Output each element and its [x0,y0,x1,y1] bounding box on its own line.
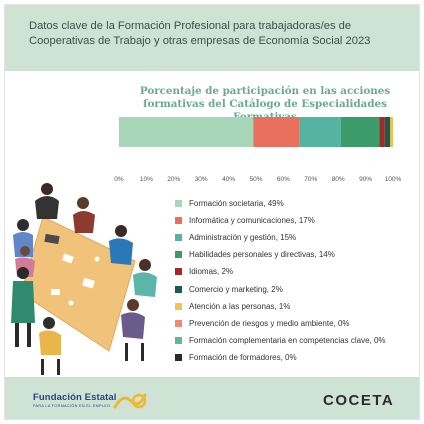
people-image [11,183,157,375]
x-axis-ticks: 0% 10% 20% 30% 40% 50% 60% 70% 80% 90% 100% [114,176,401,183]
x-tick-label: 30% [195,176,208,183]
legend-swatch [175,251,182,259]
legend-label: Habilidades personales y directivas, 14% [189,250,335,260]
bar-segment-0 [119,117,254,147]
footer-band: Fundación Estatal PARA LA FORMACIÓN EN E… [5,377,419,419]
x-tick-label: 50% [249,176,262,183]
x-tick-label: 10% [140,176,153,183]
bar-segment-2 [299,117,341,147]
legend-label: Prevención de riesgos y medio ambiente, … [189,318,350,328]
legend-label: Administración y gestión, 15% [189,232,297,242]
legend-item: Informática y comunicaciones, 17% [175,214,315,226]
legend-label: Formación de formadores, 0% [189,353,297,363]
x-tick-label: 40% [222,176,235,183]
legend-swatch [175,337,182,345]
fundae-name: Fundación Estatal [33,392,117,403]
legend-item: Prevención de riesgos y medio ambiente, … [175,317,350,329]
legend-swatch [175,268,182,276]
bar-group [119,117,393,147]
legend-swatch [175,302,182,310]
legend-item: Administración y gestión, 15% [175,231,296,243]
x-tick-label: 60% [277,176,290,183]
legend-swatch [175,285,182,293]
bar-segment-6 [390,117,393,147]
legend-swatch [175,199,182,207]
x-tick-label: 100% [385,176,402,183]
header-band: Datos clave de la Formación Profesional … [5,5,419,71]
legend-item: Comercio y marketing, 2% [175,283,283,295]
legend-swatch [175,319,182,327]
legend-label: Formación societaria, 49% [189,198,284,208]
legend-item: Formación complementaria en competencias… [175,335,386,347]
coceta-logo: COCETA [323,392,395,409]
legend-item: Formación societaria, 49% [175,197,284,209]
bar-segment-4 [379,117,385,147]
infographic: Datos clave de la Formación Profesional … [4,4,420,420]
x-tick-label: 90% [359,176,372,183]
fundae-tagline: PARA LA FORMACIÓN EN EL EMPLEO [33,404,111,408]
legend-label: Atención a las personas, 1% [189,301,291,311]
x-tick-label: 20% [167,176,180,183]
legend-item: Formación de formadores, 0% [175,352,297,364]
bar-segment-1 [253,117,300,147]
fundae-mark-icon [113,393,147,409]
meeting-table-image [20,216,136,352]
legend-item: Habilidades personales y directivas, 14% [175,249,335,261]
stacked-bar-chart: 0% 10% 20% 30% 40% 50% 60% 70% 80% 90% 100% [114,117,402,183]
legend-swatch [175,216,182,224]
legend-label: Comercio y marketing, 2% [189,284,283,294]
meeting-illustration [5,173,175,377]
legend-swatch [175,233,182,241]
x-tick-label: 0% [114,176,124,183]
legend-item: Atención a las personas, 1% [175,300,290,312]
bar-segment-3 [340,117,380,147]
x-tick-label: 70% [304,176,317,183]
legend-item: Idiomas, 2% [175,266,233,278]
legend-label: Idiomas, 2% [189,267,234,277]
page-title: Datos clave de la Formación Profesional … [29,20,371,47]
x-tick-label: 80% [332,176,345,183]
legend-swatch [175,354,182,362]
bar-segment-5 [384,117,391,147]
legend-label: Formación complementaria en competencias… [189,336,386,346]
legend-label: Informática y comunicaciones, 17% [189,215,315,225]
fundae-logo: Fundación Estatal PARA LA FORMACIÓN EN E… [33,392,117,408]
